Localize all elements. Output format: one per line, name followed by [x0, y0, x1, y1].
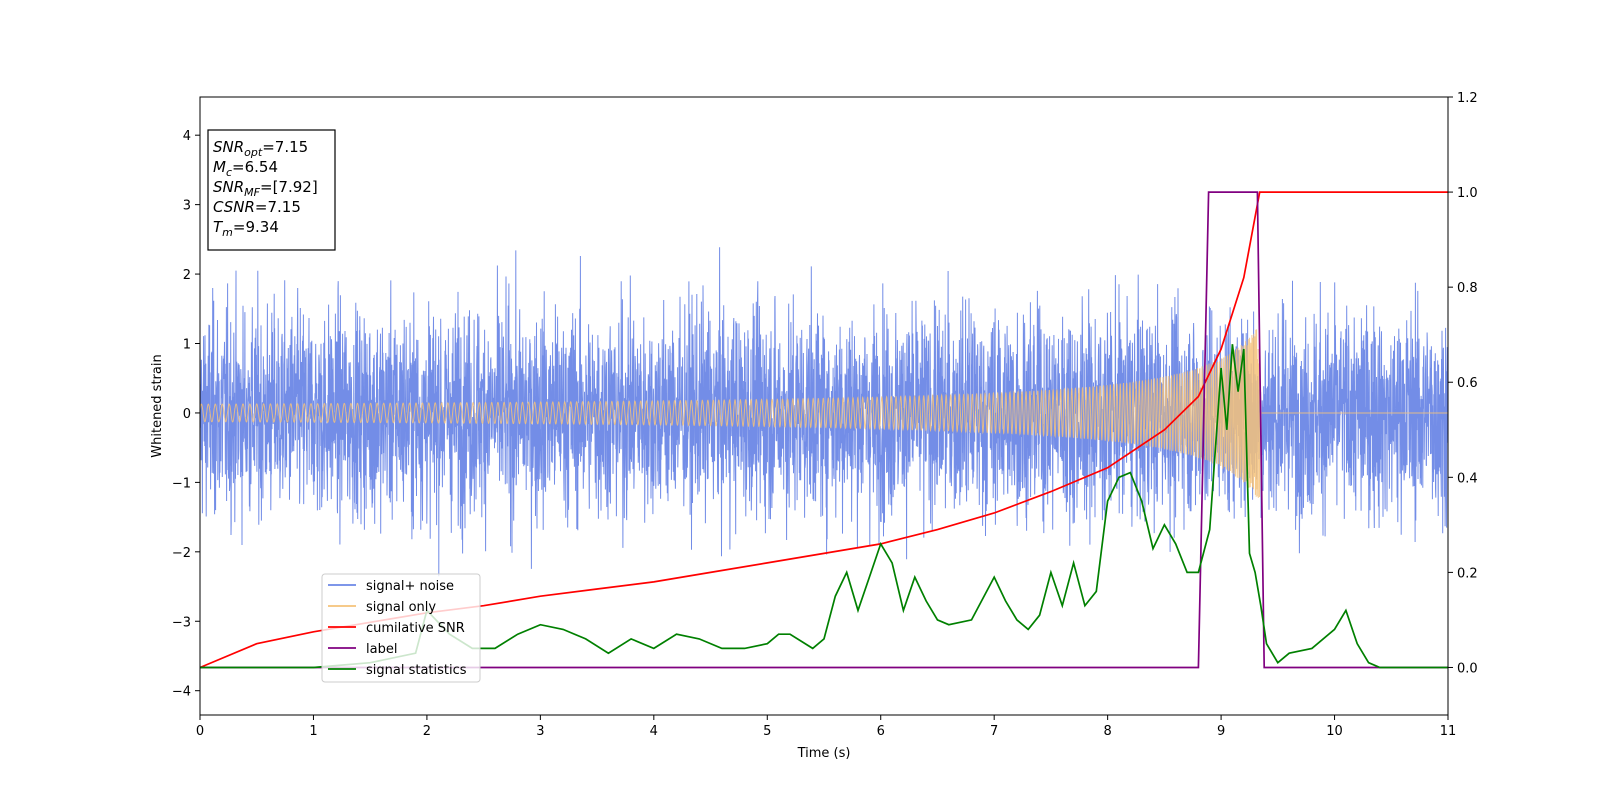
- x-tick-label: 6: [877, 724, 885, 739]
- info-line: SNRopt=7.15: [213, 138, 308, 159]
- y2-tick-label: 1.2: [1457, 91, 1478, 106]
- y2-tick-label: 0.4: [1457, 471, 1478, 486]
- plot-frame: [199, 96, 1449, 716]
- legend-label: label: [366, 642, 397, 657]
- series-line-4: [200, 344, 1448, 669]
- info-line: SNRMF=[7.92]: [213, 178, 318, 199]
- y2-tick-label: 0.0: [1457, 661, 1478, 676]
- x-tick-label: 4: [650, 724, 658, 739]
- y-tick-label: 3: [183, 199, 191, 214]
- x-tick-label: 11: [1440, 724, 1457, 739]
- y-tick-label: 4: [183, 129, 191, 144]
- legend-label: signal+ noise: [366, 579, 454, 594]
- y-tick-label: 0: [183, 407, 191, 422]
- y-tick-label: 2: [183, 268, 191, 283]
- y-tick-label: 1: [183, 338, 191, 353]
- x-tick-label: 8: [1103, 724, 1111, 739]
- y2-tick-label: 0.6: [1457, 376, 1478, 391]
- legend-label: signal only: [366, 600, 436, 615]
- y-axis-label: Whitened strain: [150, 354, 165, 457]
- y2-tick-label: 0.8: [1457, 281, 1478, 296]
- y-tick-label: −2: [172, 546, 191, 561]
- y-tick-label: −3: [172, 615, 191, 630]
- legend-label: signal statistics: [366, 663, 467, 678]
- x-tick-label: 3: [536, 724, 544, 739]
- legend-frame: [321, 573, 481, 683]
- x-tick-label: 1: [309, 724, 317, 739]
- x-tick-label: 5: [763, 724, 771, 739]
- info-box-frame: [207, 129, 336, 251]
- y-tick-label: −1: [172, 476, 191, 491]
- y-tick-label: −4: [172, 685, 191, 700]
- series-line-3: [200, 191, 1448, 669]
- x-tick-label: 10: [1326, 724, 1343, 739]
- x-tick-label: 7: [990, 724, 998, 739]
- axis-ticks: 0 1 2 3 4 5 6 7 8 9 10 11 −4 −3 −2 −1 0 1 2 3 4 0.0 0.2 0.4 0.6 0…: [172, 91, 1478, 739]
- x-tick-label: 0: [196, 724, 204, 739]
- y2-tick-label: 0.2: [1457, 566, 1478, 581]
- x-tick-label: 2: [423, 724, 431, 739]
- x-tick-label: 9: [1217, 724, 1225, 739]
- series-line-1: [200, 329, 1448, 498]
- legend: signal+ noise signal only cumilative SNR la…: [321, 573, 481, 683]
- y2-tick-label: 1.0: [1457, 186, 1478, 201]
- info-line: Tm=9.34: [213, 218, 279, 239]
- info-line: CSNR=7.15: [213, 198, 301, 216]
- info-line: Mc=6.54: [213, 158, 278, 179]
- x-axis-label: Time (s): [797, 746, 851, 761]
- legend-label: cumilative SNR: [366, 621, 465, 636]
